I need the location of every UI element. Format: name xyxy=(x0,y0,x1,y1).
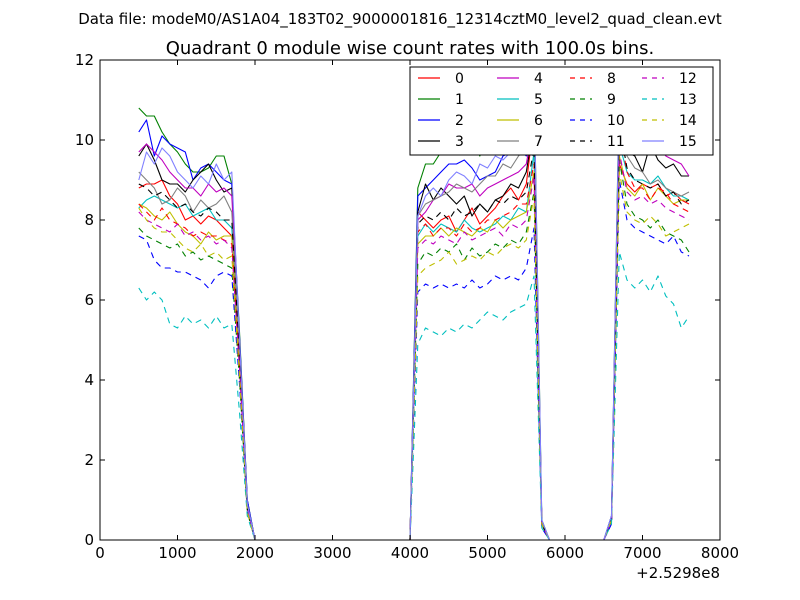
series-line-10 xyxy=(138,179,690,540)
legend-label-6: 6 xyxy=(534,113,543,129)
series-line-5 xyxy=(138,143,690,540)
x-tick-label: 0 xyxy=(95,544,105,562)
series-line-14 xyxy=(138,171,690,540)
legend-label-15: 15 xyxy=(679,134,697,150)
chart-title: Quadrant 0 module wise count rates with … xyxy=(166,38,655,59)
y-tick-label: 8 xyxy=(84,211,94,229)
x-tick-label: 7000 xyxy=(623,544,661,562)
x-tick-label: 3000 xyxy=(313,544,351,562)
y-tick-label: 10 xyxy=(75,131,94,149)
legend-label-3: 3 xyxy=(455,134,464,150)
y-tick-label: 2 xyxy=(84,451,94,469)
y-tick-label: 12 xyxy=(75,51,94,69)
x-tick-label: 5000 xyxy=(468,544,506,562)
legend-label-10: 10 xyxy=(607,113,625,129)
x-tick-label: 6000 xyxy=(546,544,584,562)
legend-label-12: 12 xyxy=(679,71,697,87)
legend-label-7: 7 xyxy=(534,134,543,150)
legend-label-0: 0 xyxy=(455,71,464,87)
legend-label-4: 4 xyxy=(534,71,543,87)
legend-label-9: 9 xyxy=(607,92,616,108)
legend-label-8: 8 xyxy=(607,71,616,87)
x-tick-label: 8000 xyxy=(701,544,739,562)
legend-label-2: 2 xyxy=(455,113,464,129)
y-tick-label: 0 xyxy=(84,531,94,549)
x-axis-offset-label: +2.5298e8 xyxy=(636,564,720,582)
figure-suptitle: Data file: modeM0/AS1A04_183T02_90000018… xyxy=(78,10,722,29)
y-tick-label: 4 xyxy=(84,371,94,389)
y-tick-label: 6 xyxy=(84,291,94,309)
series-line-9 xyxy=(138,159,690,540)
legend-label-1: 1 xyxy=(455,92,464,108)
x-tick-label: 4000 xyxy=(391,544,429,562)
series-line-13 xyxy=(138,251,690,540)
legend-label-5: 5 xyxy=(534,92,543,108)
legend-label-14: 14 xyxy=(679,113,697,129)
x-tick-label: 1000 xyxy=(158,544,196,562)
series-line-12 xyxy=(138,151,690,540)
axes-ticks: 0 1000 2000 3000 4000 5000 6000 7000 80000246810… xyxy=(75,51,739,562)
legend-label-11: 11 xyxy=(607,134,625,150)
legend-frame xyxy=(409,66,714,156)
x-tick-label: 2000 xyxy=(236,544,274,562)
legend-label-13: 13 xyxy=(679,92,697,108)
